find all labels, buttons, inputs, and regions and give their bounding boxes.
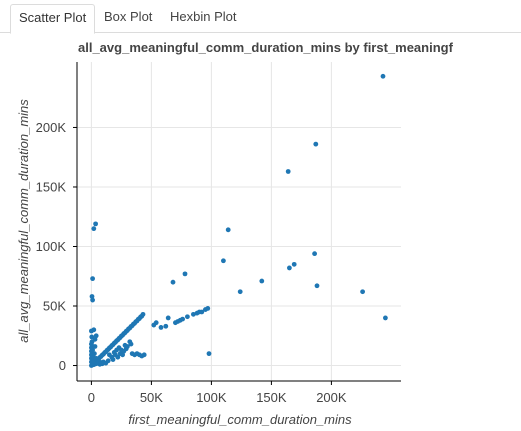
data-point	[313, 141, 319, 147]
data-points	[89, 73, 388, 368]
data-point	[91, 226, 97, 232]
data-point	[221, 258, 226, 264]
y-axis-label: all_avg_meaningful_comm_duration_mins	[16, 99, 31, 343]
y-tick-label: 150K	[36, 179, 67, 194]
grid-lines	[77, 62, 401, 381]
x-ticks: 0 50K 100K 150K 200K	[88, 381, 347, 405]
data-point	[185, 314, 190, 320]
data-point	[380, 73, 386, 79]
data-point	[90, 347, 95, 353]
data-point	[205, 305, 211, 311]
data-point	[237, 289, 243, 295]
data-point	[115, 354, 121, 360]
axes	[76, 62, 401, 382]
tab-hexbin-plot[interactable]: Hexbin Plot	[170, 9, 237, 24]
x-tick-label: 0	[88, 390, 95, 405]
data-point	[92, 351, 97, 357]
tab-box-plot[interactable]: Box Plot	[104, 9, 153, 24]
chart-title: all_avg_meaningful_comm_duration_mins by…	[78, 40, 453, 55]
data-point	[93, 333, 99, 339]
data-point	[90, 276, 95, 282]
y-ticks: 0 50K 100K 150K 200K	[36, 120, 77, 373]
data-point	[383, 315, 388, 321]
data-point	[191, 311, 196, 317]
data-point	[89, 294, 95, 299]
plot-type-tabs: Scatter Plot Box Plot Hexbin Plot	[0, 0, 521, 34]
data-point	[110, 357, 116, 362]
data-point	[291, 261, 297, 267]
data-point	[158, 325, 164, 330]
y-tick-label: 50K	[43, 299, 66, 314]
data-point	[285, 169, 291, 174]
x-tick-label: 100K	[196, 390, 227, 405]
data-point	[206, 351, 212, 357]
data-point	[125, 344, 130, 349]
data-point	[312, 251, 317, 257]
data-point	[128, 341, 134, 347]
y-tick-label: 0	[59, 358, 66, 373]
x-axis-label: first_meaningful_comm_duration_mins	[128, 412, 352, 427]
data-point	[259, 278, 265, 284]
data-point	[105, 358, 111, 364]
data-point	[199, 309, 205, 315]
data-point	[153, 320, 159, 326]
x-tick-label: 200K	[316, 390, 347, 405]
data-point	[180, 316, 186, 322]
data-point	[163, 323, 169, 329]
data-point	[170, 279, 176, 285]
data-point	[91, 327, 97, 333]
data-point	[314, 283, 320, 289]
tab-scatter-plot[interactable]: Scatter Plot	[10, 4, 96, 34]
data-point	[360, 289, 365, 295]
y-tick-label: 100K	[36, 239, 67, 254]
x-tick-label: 50K	[140, 390, 163, 405]
data-point	[287, 265, 292, 271]
y-tick-label: 200K	[36, 120, 67, 135]
data-point	[182, 271, 188, 277]
data-point	[225, 227, 231, 233]
data-point	[141, 352, 147, 358]
data-point	[92, 344, 98, 349]
data-point	[165, 315, 171, 321]
data-point	[93, 221, 98, 227]
data-point	[90, 297, 95, 303]
x-tick-label: 150K	[256, 390, 287, 405]
data-point	[140, 311, 146, 317]
